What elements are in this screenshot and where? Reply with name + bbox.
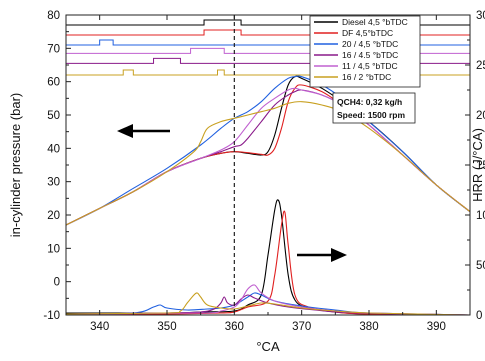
y-left-tick-label: 0 bbox=[54, 277, 60, 289]
y-left-tick-label: 30 bbox=[47, 177, 60, 189]
y-right-tick-label: 0 bbox=[476, 310, 482, 322]
hrr-curve-4 bbox=[65, 284, 471, 316]
y-right-tick-label: 150 bbox=[476, 160, 485, 172]
y-left-tick-label: -10 bbox=[43, 310, 60, 322]
x-tick-label: 380 bbox=[359, 321, 378, 333]
y-left-tick-label: 10 bbox=[47, 243, 60, 255]
annotation-flow: QCH4: 0,32 kg/h bbox=[337, 97, 402, 107]
x-tick-label: 350 bbox=[157, 321, 176, 333]
x-tick-label: 340 bbox=[90, 321, 109, 333]
pressure-axis-arrow bbox=[117, 124, 170, 138]
pressure-curve-5 bbox=[65, 101, 471, 226]
injection-trace-3 bbox=[66, 57, 470, 64]
x-tick-label: 390 bbox=[427, 321, 446, 333]
axes: 340 350 360 370 380 390 -10 0 10 20 30 40 50 60 70 80 0 5… bbox=[43, 10, 485, 333]
legend-label-4: 11 / 4,5 °bTDC bbox=[342, 61, 398, 71]
legend-box bbox=[309, 15, 421, 88]
hrr-axis-arrow bbox=[297, 248, 347, 262]
y-axis-left-label: in-cylinder pressure (bar) bbox=[8, 93, 23, 238]
legend-label-0: Diesel 4,5 °bTDC bbox=[342, 17, 408, 27]
hrr-curve-3 bbox=[65, 294, 471, 316]
injection-trace-1 bbox=[66, 29, 470, 36]
annotation-frame bbox=[332, 92, 416, 124]
y-right-tick-label: 250 bbox=[476, 60, 485, 72]
y-left-tick-label: 50 bbox=[47, 110, 60, 122]
injection-trace-4 bbox=[66, 47, 470, 54]
annotation-speed: Speed: 1500 rpm bbox=[337, 110, 405, 120]
y-right-tick-label: 300 bbox=[476, 10, 485, 22]
x-tick-label: 370 bbox=[292, 321, 311, 333]
injection-traces bbox=[66, 19, 470, 76]
legend-label-1: DF 4,5°bTDC bbox=[342, 28, 393, 38]
legend-label-3: 16 / 4.5 °bTDC bbox=[342, 50, 398, 60]
y-left-tick-label: 80 bbox=[47, 10, 60, 22]
y-left-tick-label: 40 bbox=[47, 143, 60, 155]
x-tick-label: 360 bbox=[225, 321, 244, 333]
legend-label-5: 16 / 2 °bTDC bbox=[342, 72, 391, 82]
legend-label-2: 20 / 4,5 °bTDC bbox=[342, 39, 398, 49]
y-right-tick-label: 200 bbox=[476, 110, 485, 122]
injection-trace-0 bbox=[66, 19, 470, 26]
y-axis-right-label: HRR (J/°CA) bbox=[470, 128, 485, 202]
right-arrow-head bbox=[331, 248, 347, 262]
y-left-tick-label: 60 bbox=[47, 77, 60, 89]
left-arrow-head bbox=[117, 124, 133, 138]
y-left-tick-label: 70 bbox=[47, 43, 60, 55]
hrr-curve-2 bbox=[65, 292, 471, 316]
y-right-tick-label: 100 bbox=[476, 210, 485, 222]
injection-trace-2 bbox=[66, 39, 470, 46]
hrr-curve-1 bbox=[65, 210, 471, 316]
y-left-tick-label: 20 bbox=[47, 210, 60, 222]
x-axis-label: °CA bbox=[256, 339, 280, 354]
annotation-box: QCH4: 0,32 kg/h Speed: 1500 rpm bbox=[332, 92, 416, 124]
hrr-curve-5 bbox=[65, 292, 471, 316]
y-right-tick-label: 50 bbox=[476, 260, 485, 272]
injection-trace-5 bbox=[66, 69, 470, 76]
